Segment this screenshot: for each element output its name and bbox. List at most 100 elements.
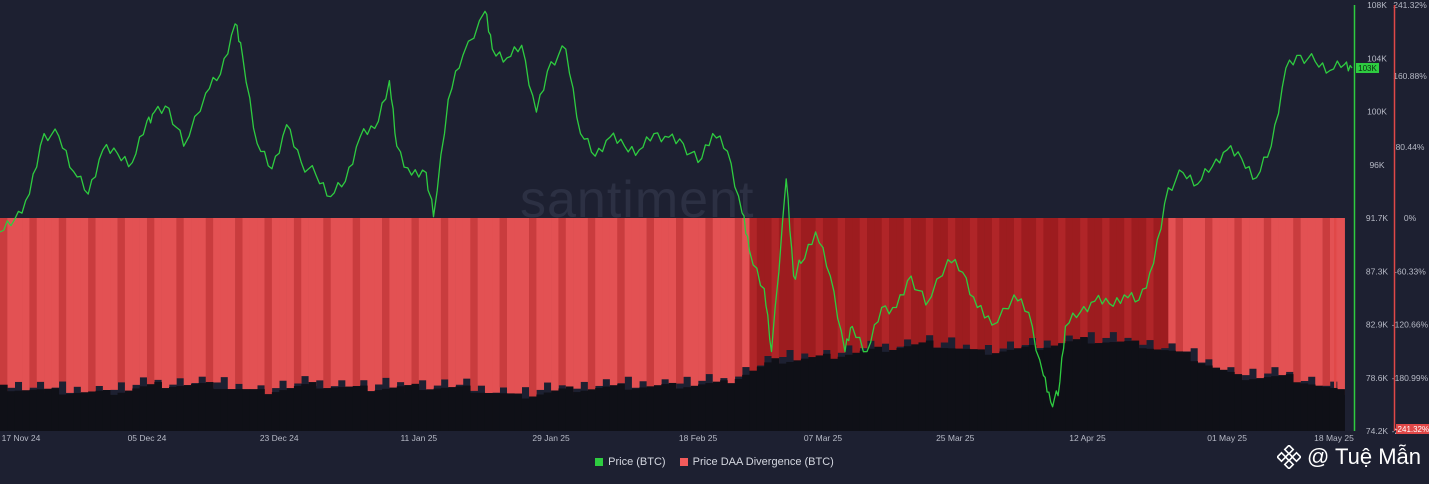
volume-bar xyxy=(1322,386,1331,431)
divergence-bar xyxy=(867,218,875,341)
legend-item-divergence[interactable]: Price DAA Divergence (BTC) xyxy=(679,456,834,468)
divergence-bar xyxy=(235,218,243,384)
volume-bar xyxy=(448,387,456,431)
divergence-bar xyxy=(1006,218,1015,342)
x-tick-label: 25 Mar 25 xyxy=(936,433,975,443)
volume-bar xyxy=(374,390,383,431)
volume-bar xyxy=(1146,348,1154,431)
divergence-bar xyxy=(514,218,522,395)
volume-bar xyxy=(514,393,522,431)
volume-bar xyxy=(903,346,912,431)
volume-bar xyxy=(624,389,633,431)
volume-bar xyxy=(1124,341,1132,431)
divergence-bar xyxy=(404,218,412,394)
volume-bar xyxy=(484,392,493,431)
volume-bar xyxy=(161,388,170,431)
divergence-bar xyxy=(257,218,265,386)
legend-label-divergence: Price DAA Divergence (BTC) xyxy=(692,456,834,468)
volume-bar xyxy=(345,386,353,431)
divergence-bar xyxy=(1278,218,1287,379)
divergence-bar xyxy=(668,218,677,391)
y-right-tick-label: -120.66% xyxy=(1392,320,1429,330)
divergence-bar xyxy=(1146,218,1154,341)
volume-bar xyxy=(999,351,1007,431)
divergence-bar xyxy=(14,218,23,382)
divergence-bar xyxy=(1102,218,1110,338)
volume-bar xyxy=(1006,349,1015,431)
divergence-bar xyxy=(830,218,838,361)
divergence-bar xyxy=(624,218,633,377)
y-left-tick-label: 108K xyxy=(1367,0,1387,10)
divergence-bar xyxy=(580,218,589,382)
divergence-bar xyxy=(653,218,662,386)
divergence-bar xyxy=(360,218,368,381)
divergence-bar xyxy=(676,218,684,384)
volume-bar xyxy=(191,384,199,431)
volume-bar xyxy=(889,349,897,431)
divergence-bar xyxy=(1021,218,1029,346)
volume-bar xyxy=(51,388,60,431)
volume-bar xyxy=(977,349,985,431)
divergence-bar xyxy=(573,218,581,389)
volume-bar xyxy=(1212,367,1221,431)
volume-bar xyxy=(543,392,552,431)
divergence-bar xyxy=(146,218,155,388)
volume-bar xyxy=(1065,341,1074,431)
divergence-bar xyxy=(845,218,853,346)
divergence-bar xyxy=(227,218,236,390)
x-tick-label: 18 May 25 xyxy=(1314,433,1354,443)
volume-bar xyxy=(918,342,927,431)
volume-bar xyxy=(859,350,868,431)
volume-bar xyxy=(117,392,126,431)
volume-bar xyxy=(845,354,853,431)
volume-bar xyxy=(1197,363,1206,431)
legend-item-price[interactable]: Price (BTC) xyxy=(595,456,666,468)
volume-bar xyxy=(66,393,74,431)
volume-bar xyxy=(595,387,603,431)
divergence-bar xyxy=(1249,218,1257,369)
divergence-bar xyxy=(808,218,816,365)
divergence-bar xyxy=(1072,218,1081,346)
volume-bar xyxy=(110,394,118,431)
divergence-bar xyxy=(139,218,148,378)
divergence-bar xyxy=(565,218,574,396)
divergence-bar xyxy=(440,218,449,380)
divergence-bar xyxy=(279,218,287,381)
volume-bar xyxy=(455,386,464,431)
divergence-bar xyxy=(1168,218,1176,344)
volume-bar xyxy=(440,387,449,431)
divergence-bar xyxy=(764,218,772,357)
volume-bar xyxy=(521,398,530,431)
y-right-tick-label: 80.44% xyxy=(1396,142,1425,152)
divergence-bar xyxy=(73,218,82,387)
volume-bars xyxy=(0,337,1345,431)
divergence-bar xyxy=(1014,218,1022,353)
divergence-bar xyxy=(1160,218,1169,349)
divergence-bar xyxy=(778,218,787,357)
divergence-bar xyxy=(536,218,545,390)
volume-bar xyxy=(29,389,38,431)
divergence-bar xyxy=(683,218,691,377)
divergence-bar xyxy=(558,218,567,386)
y-right-tick-label: 160.88% xyxy=(1393,71,1427,81)
volume-bar xyxy=(661,384,669,431)
divergence-bar xyxy=(36,218,45,382)
volume-bar xyxy=(631,388,640,431)
y-left-tick-label: 100K xyxy=(1367,107,1387,117)
divergence-bar xyxy=(1138,218,1147,345)
volume-bar xyxy=(301,384,309,431)
divergence-bar xyxy=(793,218,802,361)
volume-bar xyxy=(102,390,111,431)
divergence-bar xyxy=(492,218,500,393)
volume-bar xyxy=(257,389,265,431)
divergence-bar xyxy=(352,218,361,387)
divergence-bar xyxy=(852,218,860,356)
volume-bar xyxy=(154,382,162,431)
volume-bar xyxy=(264,394,273,431)
volume-bar xyxy=(14,390,23,431)
volume-bar xyxy=(602,386,611,431)
volume-bar xyxy=(367,391,376,431)
volume-bar xyxy=(896,348,905,431)
volume-bar xyxy=(1102,342,1110,431)
volume-bar xyxy=(771,358,780,431)
